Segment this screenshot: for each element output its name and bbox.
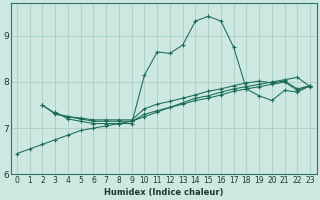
X-axis label: Humidex (Indice chaleur): Humidex (Indice chaleur) (104, 188, 223, 197)
